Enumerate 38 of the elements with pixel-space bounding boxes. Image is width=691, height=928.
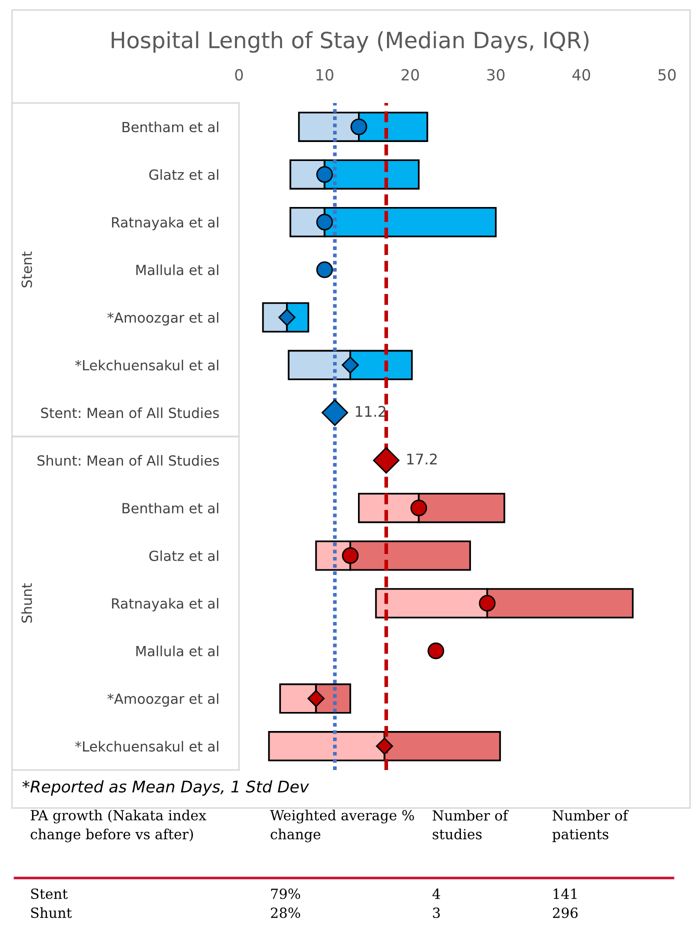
y-tick-label: Bentham et al <box>122 502 218 514</box>
y-tick-label: Bentham et al <box>122 122 218 132</box>
text: *Reported as Mean Days, 1 Std Dev <box>22 780 310 796</box>
x-tick-label: 20 <box>402 69 419 81</box>
category-label: Weighted average % change <box>270 810 414 842</box>
text: 79% <box>271 888 300 900</box>
text: 141 <box>554 888 577 899</box>
x-tick-label: 10 <box>316 69 334 81</box>
y-tick-label: Mallula et al <box>136 264 218 276</box>
x-tick-label: 40 <box>572 69 590 81</box>
y-tick-label: *Lekchuensakul et al <box>75 360 218 371</box>
text: Stent <box>22 252 32 288</box>
y-tick-label: Ratnayaka et al <box>112 598 218 612</box>
category-label: Stent <box>31 888 68 900</box>
x-tick-label: 50 <box>658 69 676 81</box>
category-label: PA growth (Nakata index change before vs after) <box>30 810 206 842</box>
y-tick-label: *Amoozgar et al <box>107 693 218 707</box>
text: Shunt <box>21 583 32 623</box>
y-tick-label: Mallula et al <box>136 646 218 656</box>
y-tick-label: Stent: Mean of All Studies <box>41 407 219 418</box>
text: 28% <box>270 908 300 918</box>
x-tick-label: 0 <box>235 69 243 81</box>
data-label: 17.2 <box>407 454 437 464</box>
chart-title: Hospital Length of Stay (Median Days, IQR) <box>112 31 589 53</box>
category-label: Number of patients <box>552 810 629 842</box>
y-tick-label: Ratnayaka et al <box>112 216 218 230</box>
category-label: Shunt <box>31 907 72 918</box>
text: 4 <box>432 888 440 899</box>
text: 296 <box>552 908 578 918</box>
y-tick-label: Glatz et al <box>149 169 218 180</box>
y-tick-label: Glatz et al <box>149 550 218 562</box>
x-tick-label: 30 <box>487 69 505 81</box>
category-label: Number of studies <box>432 810 509 840</box>
text: 3 <box>433 908 440 918</box>
data-label: 11.2 <box>356 406 386 417</box>
y-tick-label: *Amoozgar et al <box>107 312 218 326</box>
y-tick-label: *Lekchuensakul et al <box>75 740 218 752</box>
y-tick-label: Shunt: Mean of All Studies <box>38 455 219 466</box>
